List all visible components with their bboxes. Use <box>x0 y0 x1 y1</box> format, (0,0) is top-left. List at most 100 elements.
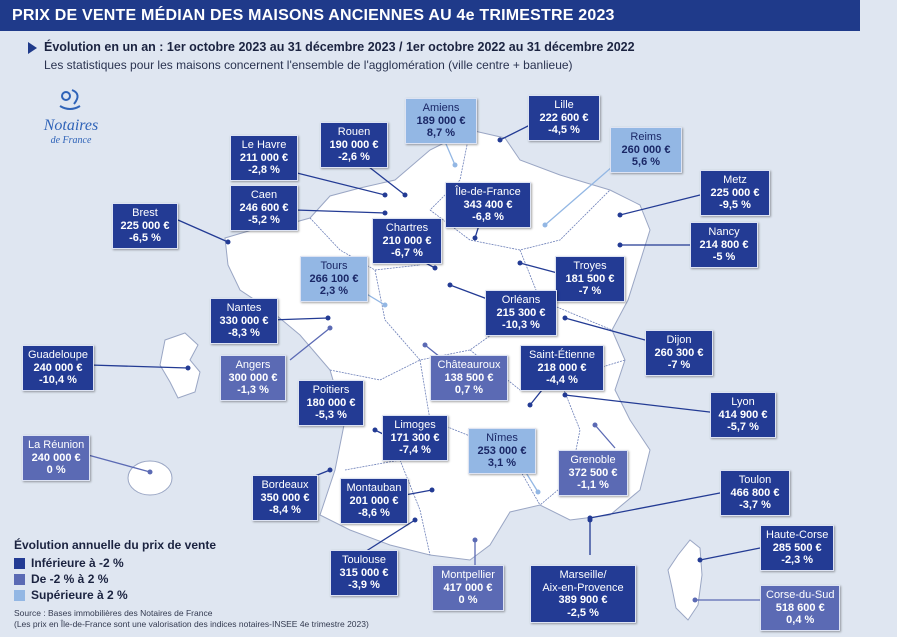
city-label-montpellier: Montpellier 417 000 €0 % <box>432 565 504 611</box>
city-price: 201 000 € <box>349 494 399 507</box>
city-label-lille: Lille 222 600 € -4,5 % <box>528 95 600 141</box>
city-label-poitiers: Poitiers 180 000 € -5,3 % <box>298 380 364 426</box>
city-label-ch-teauroux: Châteauroux 138 500 €0,7 % <box>430 355 508 401</box>
city-price: 414 900 € <box>718 408 768 421</box>
city-name: Chartres <box>385 222 429 234</box>
city-change: -6,5 % <box>129 232 161 244</box>
city-change: -3,7 % <box>739 499 771 511</box>
city-name: Brest <box>132 207 158 219</box>
city-change: -5,2 % <box>248 214 280 226</box>
legend-item: De -2 % à 2 % <box>14 571 216 587</box>
city-price: 253 000 € <box>477 444 527 457</box>
city-label-limoges: Limoges 171 300 € -7,4 % <box>382 415 448 461</box>
city-change: -6,7 % <box>391 247 423 259</box>
city-price: 240 000 € <box>31 451 81 464</box>
city-price: 171 300 € <box>390 431 440 444</box>
legend-label: Inférieure à -2 % <box>31 556 124 570</box>
city-price: 343 400 € <box>463 198 513 211</box>
city-price: 189 000 € <box>416 114 466 127</box>
city-name: Angers <box>235 359 271 371</box>
subtitle: Évolution en un an : 1er octobre 2023 au… <box>44 40 635 54</box>
city-name: Haute-Corse <box>766 529 829 541</box>
city-name: Lyon <box>731 396 755 408</box>
city-price: 285 500 € <box>772 541 822 554</box>
city-label-haute-corse: Haute-Corse 285 500 € -2,3 % <box>760 525 835 571</box>
city-label-dijon: Dijon 260 300 € -7 % <box>645 330 713 376</box>
city-label-tours: Tours 266 100 €2,3 % <box>300 256 368 302</box>
city-price: 389 900 € <box>558 594 608 606</box>
guadeloupe-island <box>159 332 201 399</box>
notaires-logo-icon <box>59 89 81 110</box>
city-name: Montauban <box>346 482 402 494</box>
city-name: Nantes <box>226 302 262 314</box>
city-label-chartres: Chartres 210 000 € -6,7 % <box>372 218 442 264</box>
city-price: 330 000 € <box>219 314 269 327</box>
city-price: 180 000 € <box>306 396 356 409</box>
city-price: 225 000 € <box>710 186 760 199</box>
city-price: 350 000 € <box>260 491 310 504</box>
city-change: -1,3 % <box>237 384 269 396</box>
city-label--le-de-france: Île-de-France 343 400 € -6,8 % <box>445 182 531 228</box>
city-change: 0 % <box>46 464 66 476</box>
city-name: Corse-du-Sud <box>766 589 835 601</box>
city-name: Châteauroux <box>437 359 501 371</box>
city-price: 266 100 € <box>309 272 359 285</box>
page-title: PRIX DE VENTE MÉDIAN DES MAISONS ANCIENN… <box>0 0 860 31</box>
city-change: -2,3 % <box>781 554 814 566</box>
city-name: Rouen <box>337 126 371 138</box>
city-name: La Réunion <box>28 439 85 451</box>
city-change: 5,6 % <box>631 156 661 168</box>
city-label-rouen: Rouen 190 000 € -2,6 % <box>320 122 388 168</box>
city-name: Grenoble <box>570 454 616 466</box>
city-label-la-r-union: La Réunion 240 000 €0 % <box>22 435 91 481</box>
city-label-montauban: Montauban 201 000 € -8,6 % <box>340 478 408 524</box>
city-change: -2,6 % <box>338 151 370 163</box>
city-label-le-havre: Le Havre 211 000 € -2,8 % <box>230 135 298 181</box>
city-label-marseille-aix-en-provence: Marseille/Aix-en-Provence 389 900 € -2,5 % <box>530 565 636 623</box>
source-line: Source : Bases immobilières des Notaires… <box>14 608 213 618</box>
city-change: -8,4 % <box>269 504 301 516</box>
city-change: 0,7 % <box>454 384 484 396</box>
city-price: 260 300 € <box>654 346 704 359</box>
city-price: 300 000 € <box>228 371 278 384</box>
legend-label: Supérieure à 2 % <box>31 588 128 602</box>
city-label-grenoble: Grenoble 372 500 € -1,1 % <box>558 450 628 496</box>
city-label-toulouse: Toulouse 315 000 € -3,9 % <box>330 550 398 596</box>
city-change: -7 % <box>667 359 691 371</box>
city-price: 240 000 € <box>33 361 83 374</box>
city-name: Metz <box>723 174 747 186</box>
city-name: Tours <box>320 260 348 272</box>
city-price: 211 000 € <box>239 151 289 164</box>
city-label-metz: Metz 225 000 € -9,5 % <box>700 170 770 216</box>
city-change: -8,3 % <box>228 327 260 339</box>
notaires-logo: Notaires de France <box>36 86 106 146</box>
legend-swatch <box>14 589 25 601</box>
city-name: Nancy <box>708 226 740 238</box>
legend-swatch <box>14 557 25 569</box>
city-name: Lille <box>554 99 574 111</box>
city-change: -5,7 % <box>727 421 759 433</box>
city-price: 246 600 € <box>239 201 289 214</box>
legend: Évolution annuelle du prix de vente Infé… <box>14 538 216 603</box>
corsica-island <box>667 539 703 621</box>
city-change: -2,8 % <box>248 164 280 176</box>
city-name: Montpellier <box>441 569 495 581</box>
city-change: -2,5 % <box>567 606 599 619</box>
city-change: -4,4 % <box>546 374 578 386</box>
city-label-troyes: Troyes 181 500 € -7 % <box>555 256 625 302</box>
city-name: Caen <box>250 189 278 201</box>
city-name: Limoges <box>394 419 436 431</box>
city-label-toulon: Toulon 466 800 € -3,7 % <box>720 470 790 516</box>
city-name: Le Havre <box>241 139 287 151</box>
city-name: Saint-Étienne <box>528 349 596 361</box>
legend-title: Évolution annuelle du prix de vente <box>14 538 217 552</box>
city-price: 210 000 € <box>382 234 432 247</box>
city-change: -3,9 % <box>348 579 380 591</box>
city-price: 260 000 € <box>621 143 671 156</box>
city-name: Bordeaux <box>261 479 309 491</box>
city-label-guadeloupe: Guadeloupe 240 000 € -10,4 % <box>22 345 94 391</box>
city-label-reims: Reims 260 000 €5,6 % <box>610 127 682 173</box>
city-name: Nîmes <box>486 432 518 444</box>
city-name: Aix-en-Provence <box>542 581 624 594</box>
